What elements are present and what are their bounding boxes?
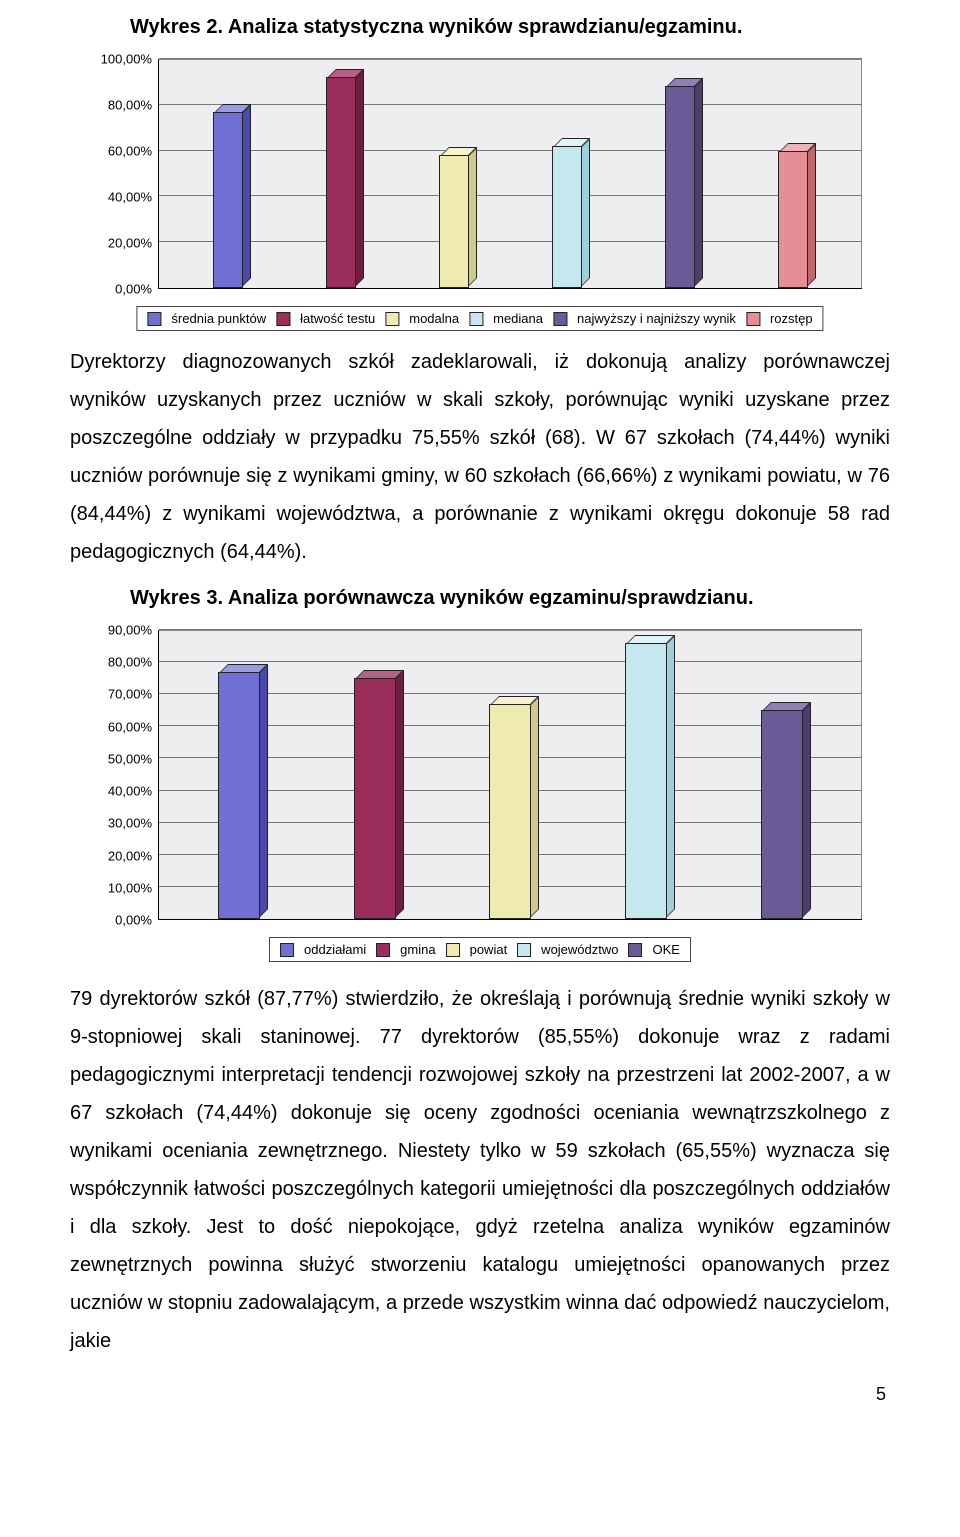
bar xyxy=(326,77,356,288)
bar xyxy=(489,704,531,919)
legend-swatch xyxy=(517,943,531,957)
legend-label: średnia punktów xyxy=(171,311,266,326)
bar xyxy=(439,155,469,288)
y-tick-label: 0,00% xyxy=(80,282,152,297)
bar xyxy=(625,643,667,919)
chart-wykres-2: średnia punktów łatwość testu modalna media… xyxy=(80,51,880,331)
chart2-title: Wykres 2. Analiza statystyczna wyników s… xyxy=(130,16,890,39)
legend-swatch xyxy=(147,312,161,326)
y-tick-label: 0,00% xyxy=(80,913,152,928)
legend-swatch xyxy=(385,312,399,326)
bar xyxy=(552,146,582,288)
y-tick-label: 60,00% xyxy=(80,144,152,159)
chart3-title: Wykres 3. Analiza porównawcza wyników eg… xyxy=(130,587,890,610)
legend-label: gmina xyxy=(400,942,435,957)
y-tick-label: 80,00% xyxy=(80,655,152,670)
y-tick-label: 30,00% xyxy=(80,816,152,831)
chart3-plot-area xyxy=(158,630,862,920)
bar xyxy=(665,86,695,288)
legend-swatch xyxy=(553,312,567,326)
y-tick-label: 100,00% xyxy=(80,52,152,67)
legend-label: najwyższy i najniższy wynik xyxy=(577,311,736,326)
chart2-plot-area xyxy=(158,59,862,289)
y-tick-label: 10,00% xyxy=(80,880,152,895)
legend-label: łatwość testu xyxy=(300,311,375,326)
y-tick-label: 70,00% xyxy=(80,687,152,702)
legend-label: OKE xyxy=(653,942,680,957)
y-tick-label: 90,00% xyxy=(80,623,152,638)
bar xyxy=(761,710,803,919)
chart-wykres-3: oddziałami gmina powiat województwo OKE 0,00… xyxy=(80,622,880,962)
chart2-legend: średnia punktów łatwość testu modalna media… xyxy=(136,306,823,331)
chart3-legend: oddziałami gmina powiat województwo OKE xyxy=(269,937,691,962)
y-tick-label: 40,00% xyxy=(80,784,152,799)
y-tick-label: 40,00% xyxy=(80,190,152,205)
legend-swatch xyxy=(746,312,760,326)
bar xyxy=(218,672,260,919)
y-tick-label: 20,00% xyxy=(80,848,152,863)
legend-label: oddziałami xyxy=(304,942,366,957)
legend-label: rozstęp xyxy=(770,311,813,326)
y-tick-label: 50,00% xyxy=(80,751,152,766)
bar xyxy=(778,151,808,288)
legend-swatch xyxy=(629,943,643,957)
legend-label: powiat xyxy=(470,942,508,957)
legend-swatch xyxy=(446,943,460,957)
legend-swatch xyxy=(276,312,290,326)
legend-label: mediana xyxy=(493,311,543,326)
y-tick-label: 80,00% xyxy=(80,98,152,113)
bar xyxy=(354,678,396,919)
y-tick-label: 60,00% xyxy=(80,719,152,734)
legend-swatch xyxy=(280,943,294,957)
y-tick-label: 20,00% xyxy=(80,236,152,251)
legend-label: modalna xyxy=(409,311,459,326)
paragraph-1: Dyrektorzy diagnozowanych szkół zadeklar… xyxy=(70,343,890,571)
bar xyxy=(213,112,243,288)
paragraph-2: 79 dyrektorów szkół (87,77%) stwierdziło… xyxy=(70,980,890,1360)
legend-swatch xyxy=(469,312,483,326)
legend-label: województwo xyxy=(541,942,618,957)
page-number: 5 xyxy=(70,1384,890,1405)
legend-swatch xyxy=(376,943,390,957)
